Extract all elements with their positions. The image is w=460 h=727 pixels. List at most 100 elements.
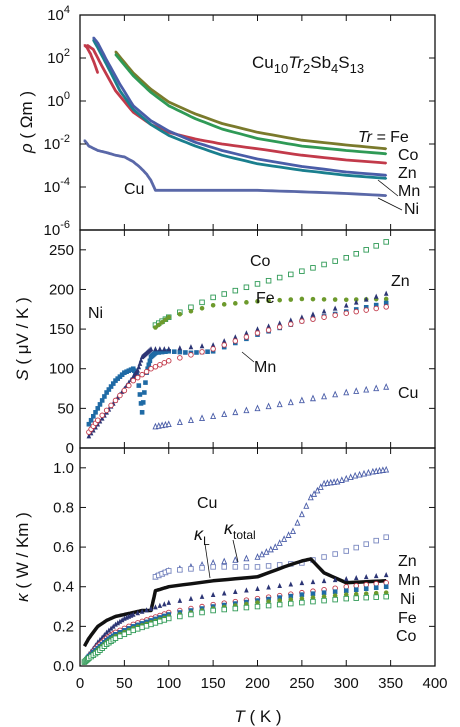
- point--total: [232, 564, 239, 570]
- point--total: [199, 565, 205, 571]
- point-ni: [137, 392, 143, 397]
- point-co: [373, 243, 379, 249]
- point-zn: [177, 597, 183, 603]
- point-co: [165, 615, 172, 622]
- y-tick-label: 0.6: [53, 539, 74, 556]
- point-mn: [343, 310, 350, 316]
- label-s-fe: Fe: [256, 290, 275, 307]
- point-mn: [345, 174, 348, 177]
- point-ni: [142, 390, 147, 395]
- point-mn: [103, 407, 110, 414]
- point-ni: [108, 384, 114, 389]
- point--total: [165, 568, 172, 574]
- mn-leader: [377, 179, 399, 197]
- point-co: [343, 254, 350, 261]
- point-co: [383, 593, 389, 600]
- point-mn: [134, 374, 141, 381]
- point-mn: [310, 316, 316, 322]
- point-mn: [143, 368, 150, 375]
- point-cu: [105, 151, 108, 154]
- point-ni: [194, 141, 197, 144]
- point-zn: [373, 573, 379, 579]
- rho-y-ticks: 104 102 100 10-2 10-4 10-6: [44, 4, 435, 239]
- point-mn: [210, 346, 216, 352]
- point-co: [276, 274, 283, 281]
- point-ni: [353, 587, 359, 592]
- point-ni: [104, 390, 109, 395]
- point-ni: [171, 349, 177, 354]
- point-ni: [205, 349, 210, 354]
- point-co: [139, 624, 145, 631]
- point-mn: [254, 330, 261, 336]
- point-cu: [383, 465, 390, 473]
- point-cu: [385, 194, 388, 197]
- point-ni: [159, 349, 165, 355]
- point-co: [134, 626, 141, 632]
- label-k-zn: Zn: [398, 553, 417, 570]
- point-mn: [112, 397, 119, 404]
- point-cu: [309, 394, 316, 402]
- y-tick-label: 0.4: [53, 579, 74, 596]
- point-fe: [199, 305, 205, 311]
- point-ni: [166, 348, 172, 354]
- point-mn: [105, 63, 108, 66]
- point-cu: [123, 156, 126, 158]
- x-tick-label: 300: [334, 675, 359, 692]
- point-cu: [267, 545, 274, 553]
- point-fe: [266, 599, 271, 604]
- point-cu: [83, 139, 86, 142]
- point-fe: [310, 595, 316, 600]
- point-ni: [91, 413, 96, 419]
- point-co: [112, 635, 119, 642]
- point-cu: [212, 189, 215, 192]
- point-mn: [385, 177, 388, 180]
- point-co: [288, 600, 294, 607]
- ni-leader: [377, 197, 403, 211]
- x-tick-label: 0: [76, 675, 84, 692]
- point-co: [210, 294, 216, 301]
- series--l-line: [82, 557, 387, 648]
- point-cu: [287, 398, 294, 406]
- point-zn: [299, 579, 305, 586]
- point-zn: [148, 346, 154, 352]
- point-co: [232, 287, 239, 294]
- point-co: [148, 621, 154, 628]
- point-cu: [281, 535, 288, 542]
- point-co: [199, 299, 205, 306]
- point-cu: [221, 410, 228, 418]
- x-tick-label: 100: [156, 675, 181, 692]
- point--total: [243, 564, 250, 570]
- point-co: [310, 265, 316, 271]
- point-cu: [276, 539, 283, 546]
- point-cu: [343, 388, 350, 396]
- point-co: [126, 629, 132, 636]
- point-fe: [188, 308, 194, 314]
- point-co: [332, 596, 338, 603]
- label-rho-cu: Cu: [124, 181, 144, 198]
- point--total: [363, 541, 369, 547]
- point-zn: [92, 48, 95, 51]
- point-zn: [117, 618, 123, 624]
- point-zn: [244, 587, 249, 593]
- point-ni: [99, 398, 105, 403]
- point-cu: [347, 473, 354, 480]
- point-zn: [194, 138, 197, 140]
- point-cu: [343, 474, 350, 482]
- point-zn: [255, 585, 260, 592]
- point-mn: [243, 334, 250, 340]
- x-axis-label: T ( K ): [234, 707, 281, 726]
- point--total: [210, 564, 216, 570]
- point-ni: [183, 350, 188, 355]
- point--total: [254, 564, 261, 570]
- point-zn: [210, 342, 216, 348]
- point-cu: [150, 179, 152, 182]
- point-cu-low: [89, 53, 92, 56]
- point-mn: [148, 365, 154, 372]
- rho-axis-label: ρ ( Ωm ): [17, 91, 36, 154]
- point-mn: [321, 314, 327, 320]
- point-ni: [93, 410, 98, 415]
- y-tick-label: 0.8: [53, 499, 74, 516]
- point--total: [177, 567, 183, 573]
- point-co: [353, 595, 359, 601]
